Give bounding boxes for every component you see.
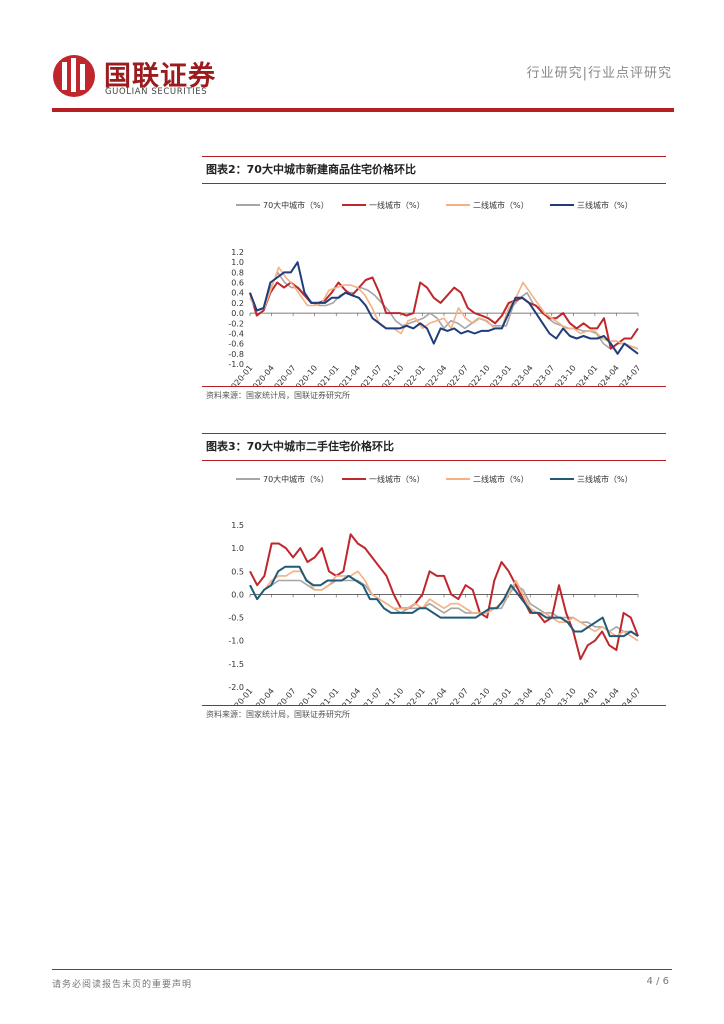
legend-label: 70大中城市（%）: [263, 474, 329, 484]
footer-divider: [52, 969, 672, 970]
y-tick-label: -1.0: [228, 360, 244, 369]
legend-label: 70大中城市（%）: [263, 200, 329, 210]
y-tick-label: -0.5: [228, 614, 244, 623]
legend-label: 三线城市（%）: [577, 200, 633, 210]
x-tick-label: 2020-10: [291, 364, 319, 386]
x-tick-label: 2023-10: [549, 687, 577, 705]
x-tick-label: 2020-04: [248, 364, 276, 386]
series-line: [249, 570, 639, 642]
x-tick-label: 2024-04: [593, 687, 621, 705]
report-category: 行业研究|行业点评研究: [526, 66, 672, 81]
legend-label: 二线城市（%）: [473, 474, 529, 484]
y-tick-label: 0.0: [231, 309, 244, 318]
y-tick-label: -0.6: [228, 340, 244, 349]
x-tick-label: 2023-01: [485, 364, 513, 386]
legend-label: 三线城市（%）: [577, 474, 633, 484]
x-tick-label: 2020-07: [269, 687, 297, 705]
x-tick-label: 2022-01: [399, 687, 427, 705]
x-tick-label: 2021-10: [377, 687, 405, 705]
series-line: [249, 261, 639, 355]
figure-3: 图表3：70大中城市二手住宅价格环比 70大中城市（%） 一线城市（%） 二线城市（…: [202, 433, 666, 720]
legend-label: 一线城市（%）: [369, 200, 425, 210]
figure-title: 图表3：70大中城市二手住宅价格环比: [202, 433, 666, 461]
y-tick-label: -2.0: [228, 683, 244, 692]
figure-2: 图表2：70大中城市新建商品住宅价格环比 70大中城市（%） 一线城市（%） 二线城…: [202, 156, 666, 401]
y-tick-label: 0.2: [231, 299, 244, 308]
x-tick-label: 2023-04: [506, 364, 534, 386]
x-tick-label: 2022-04: [420, 364, 448, 386]
x-tick-label: 2023-10: [549, 364, 577, 386]
x-tick-label: 2024-01: [571, 687, 599, 705]
y-tick-label: 0.8: [231, 268, 244, 277]
y-tick-label: 1.2: [231, 248, 244, 257]
x-tick-label: 2022-07: [442, 364, 470, 386]
x-tick-label: 2023-01: [485, 687, 513, 705]
y-tick-label: 0.0: [231, 590, 244, 599]
x-tick-label: 2023-07: [528, 687, 556, 705]
x-tick-label: 2020-04: [248, 687, 276, 705]
x-tick-label: 2021-10: [377, 364, 405, 386]
x-tick-label: 2022-10: [463, 687, 491, 705]
y-tick-label: -0.8: [228, 350, 244, 359]
brand-name-cn: 国联证券: [104, 61, 216, 92]
x-tick-label: 2021-07: [355, 364, 383, 386]
figure-source: 资料来源：国家统计局，国联证券研究所: [202, 705, 666, 720]
series-line: [249, 565, 639, 638]
y-tick-label: 1.5: [231, 521, 244, 530]
x-tick-label: 2024-07: [614, 687, 642, 705]
y-tick-label: -1.5: [228, 660, 244, 669]
y-tick-label: 0.5: [231, 567, 244, 576]
series-line: [249, 266, 639, 350]
x-tick-label: 2020-07: [269, 364, 297, 386]
y-tick-label: 0.4: [231, 289, 244, 298]
y-tick-label: 1.0: [231, 544, 244, 553]
header-divider: [52, 108, 674, 112]
x-tick-label: 2022-04: [420, 687, 448, 705]
x-tick-label: 2021-04: [334, 687, 362, 705]
brand-name-en: GUOLIAN SECURITIES: [105, 87, 208, 97]
y-tick-label: -0.4: [228, 329, 244, 338]
x-tick-label: 2021-01: [312, 687, 340, 705]
x-tick-label: 2022-07: [442, 687, 470, 705]
new-home-price-chart: 70大中城市（%） 一线城市（%） 二线城市（%） 三线城市（%） 1.21.00.8 0…: [226, 200, 642, 386]
x-tick-label: 2022-01: [399, 364, 427, 386]
y-tick-label: -0.2: [228, 319, 244, 328]
footer-disclaimer: 请务必阅读报告末页的重要声明: [52, 980, 193, 990]
second-hand-home-price-chart: 70大中城市（%） 一线城市（%） 二线城市（%） 三线城市（%） 1.5 1.0 0.5 0…: [226, 474, 642, 705]
y-tick-label: 0.6: [231, 279, 244, 288]
x-tick-label: 2023-04: [506, 687, 534, 705]
logo-mark-icon: [53, 55, 95, 97]
x-tick-label: 2024-04: [593, 364, 621, 386]
x-tick-label: 2021-01: [312, 364, 340, 386]
y-tick-label: 1.0: [231, 258, 244, 267]
company-logo: 国联证券 GUOLIAN SECURITIES: [50, 52, 240, 100]
page-number: 4 / 6: [646, 976, 669, 987]
legend-label: 二线城市（%）: [473, 200, 529, 210]
y-tick-label: -1.0: [228, 637, 244, 646]
figure-title: 图表2：70大中城市新建商品住宅价格环比: [202, 156, 666, 184]
x-tick-label: 2023-07: [528, 364, 556, 386]
x-tick-label: 2022-10: [463, 364, 491, 386]
figure-source: 资料来源：国家统计局，国联证券研究所: [202, 386, 666, 401]
x-tick-label: 2021-07: [355, 687, 383, 705]
x-tick-label: 2020-10: [291, 687, 319, 705]
legend-label: 一线城市（%）: [369, 474, 425, 484]
x-tick-label: 2021-04: [334, 364, 362, 386]
x-tick-label: 2024-01: [571, 364, 599, 386]
x-tick-label: 2024-07: [614, 364, 642, 386]
